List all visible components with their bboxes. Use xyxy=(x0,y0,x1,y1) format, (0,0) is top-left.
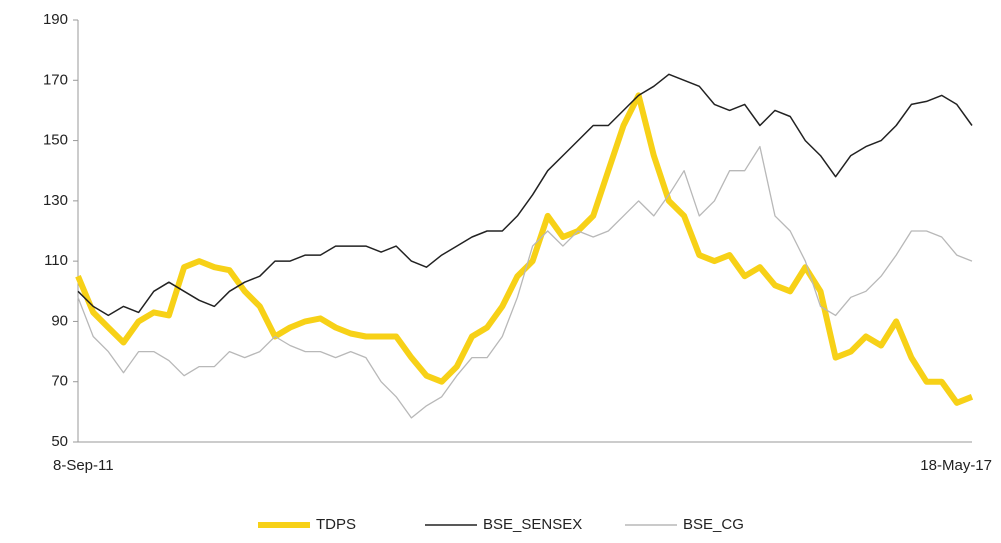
y-tick-label: 110 xyxy=(44,252,68,269)
line-series xyxy=(77,145,973,419)
legend-label: TDPS xyxy=(316,516,356,533)
y-tick-label: 190 xyxy=(43,11,68,28)
line-series xyxy=(77,73,973,317)
x-tick-label: 8-Sep-11 xyxy=(53,457,114,474)
y-tick-label: 150 xyxy=(43,132,68,149)
legend-label: BSE_SENSEX xyxy=(483,516,582,533)
x-tick-label: 18-May-17 xyxy=(920,457,992,474)
legend-label: BSE_CG xyxy=(683,516,744,533)
y-tick-label: 170 xyxy=(43,71,68,88)
y-tick-label: 70 xyxy=(51,373,68,390)
y-tick-label: 90 xyxy=(51,312,68,329)
y-tick-label: 50 xyxy=(51,433,68,450)
y-tick-label: 130 xyxy=(43,192,68,209)
line-series xyxy=(75,92,974,406)
